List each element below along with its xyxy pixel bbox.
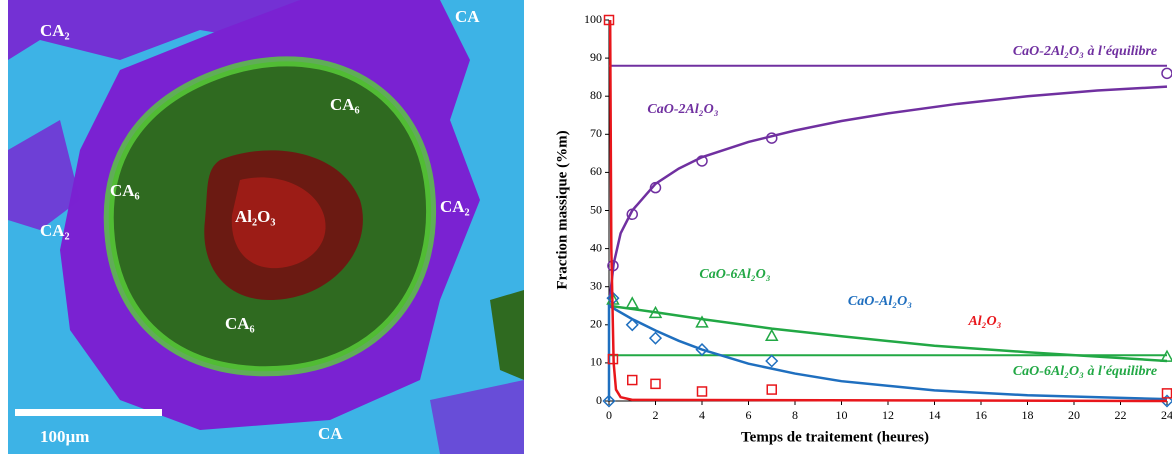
phase-label: CA₂	[40, 221, 70, 240]
data-point	[766, 384, 777, 395]
data-point	[625, 296, 640, 309]
y-axis-label: Fraction massique (%m)	[554, 130, 570, 289]
y-tick-label: 0	[596, 393, 602, 407]
data-point	[765, 354, 779, 368]
series-label: Al₂O₃	[967, 314, 1001, 329]
x-tick-label: 4	[699, 408, 705, 422]
series-label: CaO-6Al₂O₃	[699, 267, 770, 282]
data-point	[648, 305, 663, 319]
x-tick-label: 16	[975, 408, 987, 422]
fit-curve	[608, 304, 1168, 363]
data-point	[626, 208, 638, 221]
equilibrium-label: CaO-6Al₂O₃ à l'équilibre	[1013, 364, 1157, 379]
chart-background	[540, 0, 1172, 454]
y-tick-label: 60	[590, 164, 602, 178]
x-tick-label: 8	[792, 408, 798, 422]
phase-label: CA₂	[440, 197, 470, 216]
data-point	[695, 343, 709, 357]
x-tick-label: 14	[929, 408, 941, 422]
x-axis-label: Temps de traitement (heures)	[741, 429, 929, 445]
x-tick-label: 20	[1068, 408, 1080, 422]
fit-curve	[607, 303, 1168, 401]
micrograph	[8, 0, 524, 454]
x-tick-label: 2	[653, 408, 659, 422]
y-tick-label: 100	[584, 12, 602, 26]
fit-curve	[607, 85, 1168, 306]
scale-bar-label: 100µm	[40, 427, 89, 446]
series-label: CaO-Al₂O₃	[848, 294, 912, 309]
data-point	[627, 374, 638, 386]
y-tick-label: 70	[590, 126, 602, 140]
x-tick-label: 6	[746, 408, 752, 422]
data-point	[764, 328, 779, 341]
y-tick-label: 30	[590, 278, 602, 292]
y-tick-label: 10	[590, 355, 602, 369]
equilibrium-label: CaO-2Al₂O₃ à l'équilibre	[1013, 44, 1157, 59]
data-point	[625, 318, 639, 332]
phase-label: CA₂	[40, 21, 70, 40]
fit-curve	[608, 19, 1168, 403]
phase-label: CA	[455, 7, 480, 26]
data-point	[648, 331, 663, 345]
y-tick-label: 40	[590, 240, 602, 254]
data-point	[1161, 67, 1172, 80]
data-point	[695, 315, 709, 328]
data-point	[1160, 394, 1172, 408]
data-point	[602, 394, 616, 408]
data-point	[766, 132, 778, 144]
data-point	[649, 181, 662, 194]
data-point	[696, 155, 708, 167]
series-label: CaO-2Al₂O₃	[647, 102, 718, 117]
phase-label: Al₂O₃	[235, 207, 275, 226]
x-tick-label: 18	[1022, 408, 1034, 422]
y-tick-label: 80	[590, 88, 602, 102]
x-tick-label: 0	[606, 408, 612, 422]
data-point	[696, 386, 708, 397]
phase-label: CA₆	[330, 95, 360, 114]
y-tick-label: 90	[590, 50, 602, 64]
x-tick-label: 24	[1161, 408, 1172, 422]
phase-label: CA₆	[225, 314, 255, 333]
data-point	[607, 353, 619, 365]
x-tick-label: 22	[1115, 408, 1127, 422]
data-point	[650, 378, 661, 390]
phase-label: CA	[318, 424, 343, 443]
x-tick-label: 10	[836, 408, 848, 422]
x-tick-label: 12	[882, 408, 894, 422]
phase-label: CA₆	[110, 181, 140, 200]
data-point	[603, 14, 615, 26]
y-tick-label: 50	[590, 202, 602, 216]
y-tick-label: 20	[590, 317, 602, 331]
data-point	[1160, 349, 1172, 362]
